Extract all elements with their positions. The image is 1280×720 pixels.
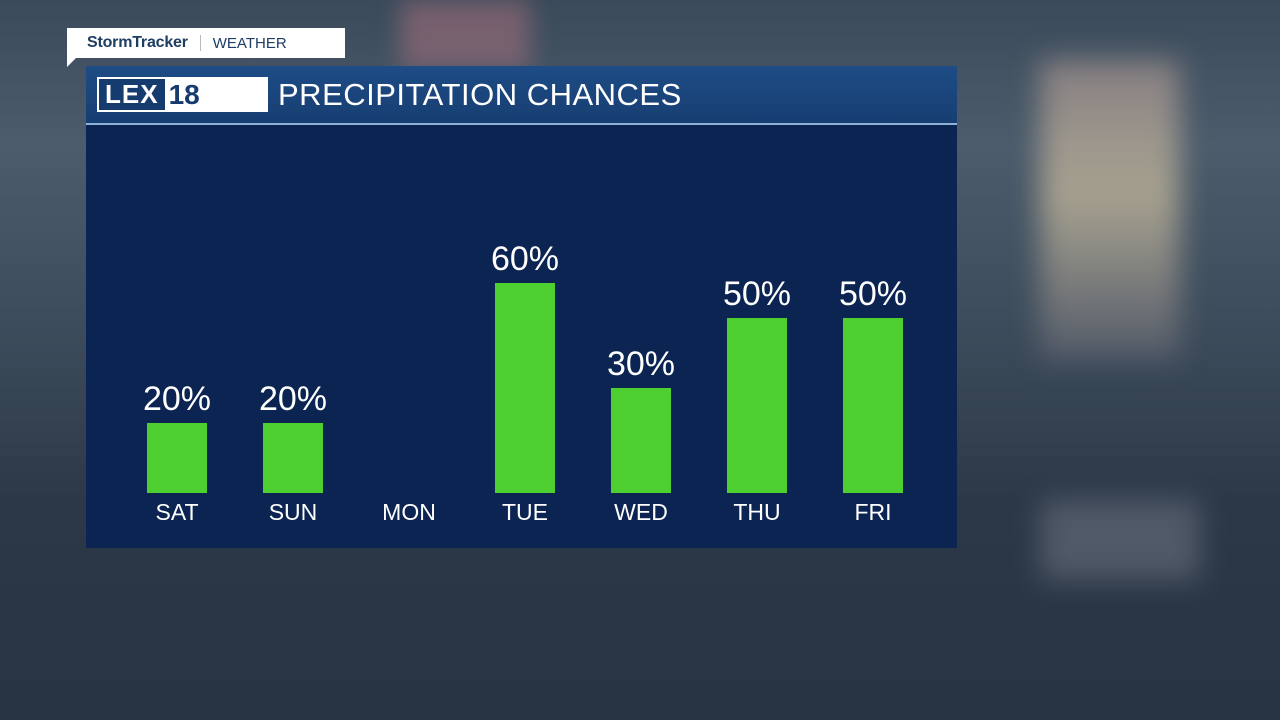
value-label-tue: 60% xyxy=(491,240,559,278)
weather-label: WEATHER xyxy=(212,34,287,52)
value-label-wed: 30% xyxy=(607,345,675,383)
category-label-fri: FRI xyxy=(854,499,891,525)
value-label-fri: 50% xyxy=(839,275,907,313)
lex18-logo: LEX 18 xyxy=(97,77,268,112)
value-label-sat: 20% xyxy=(143,380,211,418)
stormtracker-tag: StormTracker WEATHER xyxy=(67,28,345,67)
category-label-sat: SAT xyxy=(155,499,198,525)
chart-title: PRECIPITATION CHANCES xyxy=(278,76,682,112)
chart-header: LEX 18 PRECIPITATION CHANCES xyxy=(86,66,957,125)
divider xyxy=(199,35,201,51)
bar-thu xyxy=(727,318,787,493)
background-light-reflection xyxy=(1040,60,1180,360)
bar-wed xyxy=(611,388,671,493)
category-label-sun: SUN xyxy=(269,499,318,525)
category-label-mon: MON xyxy=(382,499,436,525)
bar-sat xyxy=(147,423,207,493)
bar-tue xyxy=(495,283,555,493)
background-light-reflection xyxy=(1040,500,1200,580)
value-label-sun: 20% xyxy=(259,380,327,418)
category-label-wed: WED xyxy=(614,499,668,525)
category-label-thu: THU xyxy=(733,499,780,525)
bar-sun xyxy=(263,423,323,493)
category-label-tue: TUE xyxy=(502,499,548,525)
bar-fri xyxy=(843,318,903,493)
stormtracker-label: StormTracker xyxy=(87,34,188,51)
value-label-thu: 50% xyxy=(723,275,791,313)
background-light-reflection xyxy=(400,0,530,70)
